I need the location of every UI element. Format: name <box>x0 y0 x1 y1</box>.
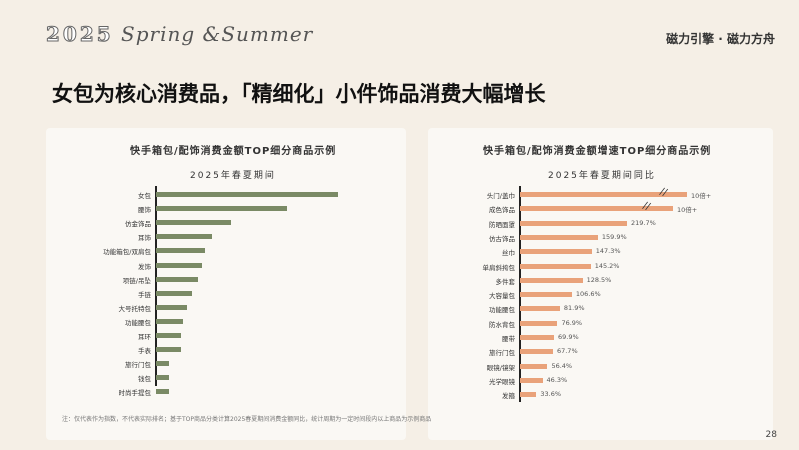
bar-label: 耳环 <box>138 333 151 341</box>
right-chart-title: 快手箱包/配饰消费金额增速TOP细分商品示例 <box>483 146 712 157</box>
left-chart-subtitle: 2025年春夏期间 <box>190 171 276 181</box>
bar <box>156 192 338 197</box>
bar-label: 丝巾 <box>502 249 515 258</box>
bar <box>156 206 288 212</box>
bar <box>520 234 598 240</box>
bar <box>520 377 543 383</box>
bar <box>156 276 198 282</box>
bar <box>156 375 169 381</box>
value-label: 145.2% <box>594 261 620 270</box>
bar <box>156 248 206 254</box>
right-chart-card <box>428 128 773 440</box>
bar-label: 腰饰 <box>138 206 151 215</box>
bar <box>520 392 537 398</box>
bar-label: 仿金饰品 <box>125 220 151 229</box>
value-label: 10倍+ <box>691 192 712 200</box>
value-label: 10倍+ <box>677 206 698 215</box>
right-axis <box>519 186 521 402</box>
bar <box>156 220 231 226</box>
bar-label: 旅行门包 <box>489 349 515 358</box>
bar <box>520 192 687 197</box>
bar <box>156 333 182 338</box>
bar-label: 防晒面罩 <box>489 220 515 229</box>
bar-label: 女包 <box>138 192 151 200</box>
bar-label: 大容量包 <box>489 292 515 301</box>
bar <box>520 363 548 369</box>
bar <box>156 361 169 367</box>
bar-label: 仿古饰品 <box>489 234 515 243</box>
bar <box>520 277 583 283</box>
bar-label: 头门/盖巾 <box>486 192 515 200</box>
value-label: 67.7% <box>556 347 578 356</box>
bar <box>156 262 202 268</box>
value-label: 69.9% <box>558 333 579 341</box>
right-chart-subtitle: 2025年春夏期间同比 <box>548 171 656 181</box>
value-label: 159.9% <box>601 232 627 241</box>
bar-label: 手链 <box>138 290 151 299</box>
bar <box>520 263 591 269</box>
event-logo: 2025 Spring &Summer <box>22 22 314 47</box>
value-label: 128.5% <box>586 275 612 284</box>
bar <box>520 349 553 355</box>
logo-year: 2025 <box>46 22 114 47</box>
bar-label: 腰带 <box>502 335 515 343</box>
bar <box>520 220 627 226</box>
value-label: 33.6% <box>540 390 562 399</box>
value-label: 76.9% <box>561 318 583 327</box>
value-label: 81.9% <box>563 304 585 313</box>
bar <box>156 318 184 324</box>
footnote: 注：仅代表作为指数，不代表实际排名；基于TOP商品分类计算2025春夏期间消费金… <box>62 416 432 423</box>
bar-label: 光学眼镜 <box>489 377 515 386</box>
left-chart-card <box>46 128 406 440</box>
bar-label: 成色饰品 <box>489 206 515 215</box>
bar <box>520 249 592 255</box>
bar-label: 发箍 <box>502 392 515 401</box>
bar-label: 功能箱包/双肩包 <box>103 248 151 257</box>
value-label: 56.4% <box>551 361 573 370</box>
bar-label: 防水背包 <box>489 320 515 329</box>
bar-label: 功能腰包 <box>489 306 515 315</box>
bar <box>156 389 169 395</box>
bar-label: 旅行门包 <box>125 361 151 370</box>
bar <box>156 290 193 296</box>
left-axis <box>155 186 157 386</box>
bar-label: 耳饰 <box>138 234 151 243</box>
bar <box>156 234 213 240</box>
bar <box>156 304 187 310</box>
bar-label: 发饰 <box>138 262 151 271</box>
bar <box>520 292 572 298</box>
bar-label: 功能腰包 <box>125 318 151 327</box>
bar-label: 时尚手提包 <box>118 389 152 398</box>
bar-label: 单肩斜挎包 <box>482 263 516 272</box>
value-label: 106.6% <box>575 290 601 299</box>
bar <box>520 306 560 312</box>
page-number: 28 <box>765 430 777 440</box>
bar-label: 多件套 <box>495 277 516 286</box>
bar <box>156 347 182 353</box>
bar <box>520 320 558 326</box>
value-label: 46.3% <box>546 375 568 384</box>
bar-label: 钱包 <box>138 375 151 384</box>
bar-label: 手表 <box>138 347 151 356</box>
left-chart-title: 快手箱包/配饰消费金额TOP细分商品示例 <box>130 146 337 157</box>
value-label: 147.3% <box>595 247 621 256</box>
logo-text: Spring &Summer <box>121 22 314 46</box>
bar <box>520 206 673 212</box>
page-title: 女包为核心消费品，「精细化」小件饰品消费大幅增长 <box>52 82 546 106</box>
bar-label: 大号托特包 <box>118 304 152 313</box>
bar <box>520 335 555 340</box>
value-label: 219.7% <box>630 218 656 227</box>
bar-label: 项链/吊坠 <box>122 276 151 285</box>
bar-label: 眼镜/镜架 <box>486 363 515 372</box>
brand-logos: 磁力引擎 · 磁力方舟 <box>666 32 775 46</box>
